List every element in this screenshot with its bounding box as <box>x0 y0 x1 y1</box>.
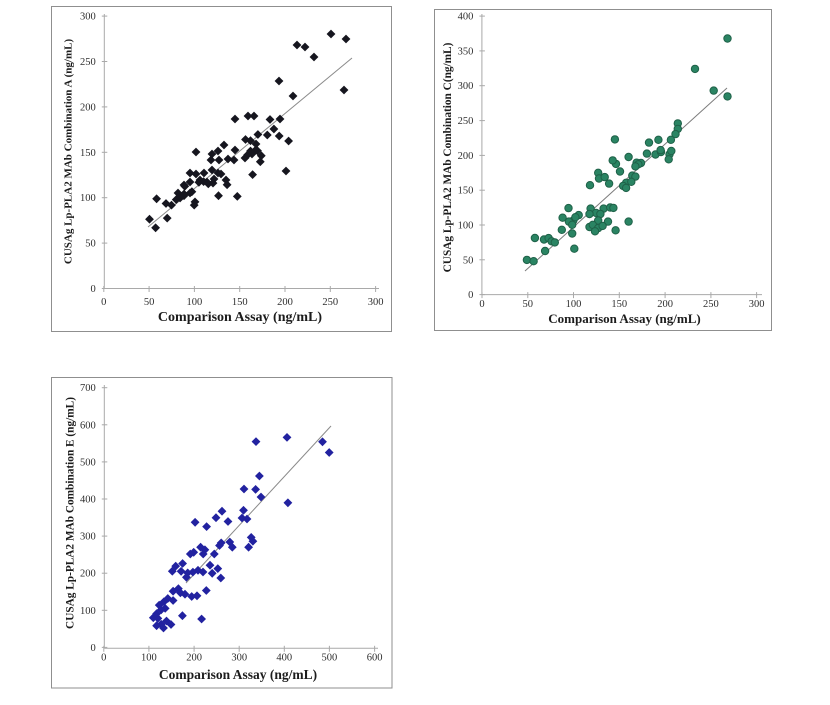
svg-text:100: 100 <box>458 221 474 232</box>
svg-text:150: 150 <box>611 299 627 310</box>
svg-text:100: 100 <box>80 606 96 617</box>
svg-text:100: 100 <box>141 653 157 664</box>
svg-text:CUSAg Lp-PLA2 MAb Combination: CUSAg Lp-PLA2 MAb Combination C(ng/mL) <box>442 42 454 272</box>
svg-text:250: 250 <box>80 57 96 68</box>
svg-text:0: 0 <box>101 297 106 308</box>
svg-text:300: 300 <box>80 532 96 543</box>
svg-text:200: 200 <box>80 102 96 113</box>
svg-text:400: 400 <box>458 12 474 23</box>
svg-text:700: 700 <box>80 383 96 394</box>
svg-text:200: 200 <box>458 151 474 162</box>
svg-text:250: 250 <box>458 116 474 127</box>
svg-text:0: 0 <box>468 290 473 301</box>
svg-text:50: 50 <box>85 239 96 250</box>
svg-text:300: 300 <box>458 81 474 92</box>
svg-text:300: 300 <box>231 653 247 664</box>
svg-text:0: 0 <box>91 284 96 295</box>
svg-text:150: 150 <box>232 297 248 308</box>
svg-text:150: 150 <box>458 186 474 197</box>
svg-text:500: 500 <box>322 653 338 664</box>
svg-text:300: 300 <box>749 299 765 310</box>
svg-text:400: 400 <box>276 653 292 664</box>
svg-text:300: 300 <box>368 297 384 308</box>
svg-text:600: 600 <box>80 420 96 431</box>
svg-text:600: 600 <box>367 653 383 664</box>
svg-text:500: 500 <box>80 457 96 468</box>
svg-text:50: 50 <box>463 255 474 266</box>
svg-text:350: 350 <box>458 46 474 57</box>
svg-text:400: 400 <box>80 495 96 506</box>
svg-text:200: 200 <box>80 569 96 580</box>
svg-text:100: 100 <box>187 297 203 308</box>
svg-text:Comparison Assay (ng/mL): Comparison Assay (ng/mL) <box>548 311 700 326</box>
svg-text:200: 200 <box>186 653 202 664</box>
svg-text:300: 300 <box>80 12 96 23</box>
svg-text:200: 200 <box>277 297 293 308</box>
svg-text:100: 100 <box>566 299 582 310</box>
svg-text:150: 150 <box>80 148 96 159</box>
svg-text:0: 0 <box>479 299 484 310</box>
svg-text:250: 250 <box>703 299 719 310</box>
svg-text:CUSAg Lp-PLA2 MAb Combination: CUSAg Lp-PLA2 MAb Combination E (ng/mL) <box>65 397 77 629</box>
svg-text:Comparison Assay (ng/mL): Comparison Assay (ng/mL) <box>159 667 317 682</box>
svg-text:CUSAg Lp-PLA2 MAb Combination: CUSAg Lp-PLA2 MAb Combination A (ng/mL) <box>63 39 75 265</box>
svg-text:100: 100 <box>80 193 96 204</box>
svg-text:50: 50 <box>144 297 155 308</box>
svg-text:250: 250 <box>322 297 338 308</box>
svg-text:200: 200 <box>657 299 673 310</box>
svg-text:50: 50 <box>523 299 534 310</box>
svg-text:0: 0 <box>101 653 106 664</box>
svg-text:0: 0 <box>91 643 96 654</box>
svg-text:Comparison Assay (ng/mL): Comparison Assay (ng/mL) <box>158 310 322 325</box>
